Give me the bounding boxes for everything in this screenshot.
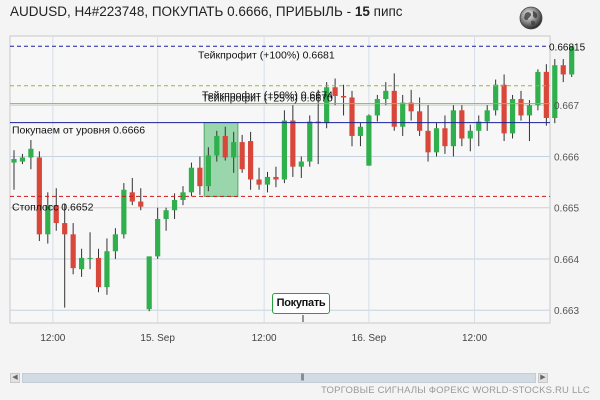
candle-bull	[264, 176, 271, 185]
candle-bull	[324, 87, 330, 124]
candle-bull	[19, 157, 26, 162]
candle-bear	[459, 110, 465, 139]
candle-bull	[552, 65, 558, 118]
candle-bull	[366, 115, 372, 166]
y-tick-label: 0.664	[554, 255, 579, 266]
candle-bear	[425, 130, 431, 153]
candle-bull	[298, 161, 304, 167]
candle-bear	[518, 99, 524, 116]
candle-bull	[28, 148, 34, 158]
candle-bear	[408, 102, 414, 112]
candle-bull	[79, 257, 85, 270]
x-tick-label: 16. Sep	[352, 333, 387, 344]
candle-bear	[53, 205, 59, 224]
take-profit-25-label: Тейкпрофит (+25%) 0.6670	[202, 93, 333, 105]
candle-bull	[357, 126, 364, 136]
candle-bear	[256, 179, 262, 185]
candle-bear	[222, 135, 228, 158]
y-tick-label: 0.663	[554, 306, 579, 317]
candle-bear	[543, 71, 549, 118]
x-tick-label: 12:00	[40, 333, 65, 344]
title-pips: 15	[354, 4, 370, 19]
entry-label: Покупаем от уровня 0.6666	[12, 125, 145, 137]
candle-bear	[62, 223, 68, 235]
stop-loss-label: Стоплосс 0.6652	[12, 201, 94, 213]
candles	[11, 46, 575, 312]
candle-bull	[163, 210, 169, 219]
candle-bull	[281, 120, 287, 180]
candle-bull	[400, 102, 406, 127]
candle-bull	[11, 159, 17, 163]
candle-bull	[171, 200, 178, 211]
candle-bear	[273, 176, 279, 180]
candle-bear	[138, 201, 144, 207]
candle-bear	[340, 95, 347, 98]
candle-bear	[417, 111, 423, 131]
candle-bull	[104, 251, 110, 288]
plot-background	[9, 35, 551, 324]
candle-bull	[493, 84, 499, 111]
candle-bear	[290, 120, 296, 167]
candle-bull	[433, 128, 440, 153]
scroll-left-icon[interactable]: ◀	[10, 373, 20, 383]
candle-bull	[214, 135, 220, 156]
candle-bull	[45, 205, 51, 235]
candle-bull	[155, 218, 161, 257]
axes: 0.663 0.664 0.665 0.666 0.667 12:00 15. Sep 12:…	[40, 42, 585, 344]
candle-bull	[509, 99, 516, 134]
last-price-label: 0.66815	[549, 42, 586, 53]
candle-bull	[569, 46, 575, 75]
candle-bear	[560, 65, 566, 75]
candle-bull	[307, 121, 313, 162]
candle-bull	[146, 256, 152, 310]
x-tick-label: 12:00	[462, 333, 487, 344]
take-profit-50-label: Тейкпрофит (+50%) 0.6674	[202, 90, 333, 102]
title-prefix: AUDUSD, H4#223748, ПОКУПАТЬ 0.6666, ПРИБ…	[10, 4, 355, 19]
scroll-grip-icon[interactable]: |||	[300, 374, 304, 381]
candle-bull	[450, 110, 456, 147]
candle-bear	[501, 84, 507, 134]
chart-title: AUDUSD, H4#223748, ПОКУПАТЬ 0.6666, ПРИБ…	[10, 4, 403, 19]
candle-bull	[526, 105, 533, 116]
x-tick-label: 15. Sep	[140, 333, 175, 344]
candle-bear	[248, 141, 254, 180]
x-tick-label: 12:00	[252, 333, 277, 344]
candle-bull	[231, 142, 237, 158]
candle-bull	[87, 257, 93, 259]
title-suffix: пипс	[369, 4, 403, 19]
scroll-right-icon[interactable]: ▶	[538, 373, 548, 383]
candle-bear	[129, 192, 135, 202]
candle-bull	[467, 130, 473, 139]
candle-bear	[442, 128, 448, 147]
candle-bear	[95, 257, 102, 288]
candle-bull	[205, 155, 211, 187]
take-profit-100-label: Тейкпрофит (+100%) 0.6681	[198, 49, 335, 61]
horizontal-scrollbar[interactable]: |||	[22, 373, 536, 383]
y-tick-label: 0.666	[554, 152, 579, 163]
globe-icon[interactable]	[519, 6, 543, 30]
candle-bear	[332, 87, 338, 96]
candle-bull	[484, 110, 490, 122]
candle-bull	[188, 167, 195, 193]
level-lines: Тейкпрофит (+100%) 0.6681 Тейкпрофит (+50…	[10, 45, 550, 213]
buy-button[interactable]: Покупать	[272, 293, 330, 314]
candle-bull	[383, 90, 389, 100]
candle-bear	[391, 90, 397, 127]
candle-bear	[239, 142, 245, 170]
candle-bull	[476, 121, 482, 131]
candle-bull	[121, 189, 127, 235]
y-tick-label: 0.667	[554, 101, 579, 112]
candle-bear	[70, 234, 76, 269]
candle-bull	[535, 71, 541, 106]
candle-bull	[374, 99, 380, 116]
footer-text: ТОРГОВЫЕ СИГНАЛЫ ФОРЕКС WORLD-STOCKS.RU …	[320, 385, 590, 396]
candle-bull	[112, 234, 118, 252]
candle-bear	[197, 167, 203, 187]
candle-bear	[349, 97, 355, 136]
candle-bear	[36, 157, 42, 235]
y-tick-label: 0.665	[554, 204, 579, 215]
candle-bull	[180, 192, 186, 200]
